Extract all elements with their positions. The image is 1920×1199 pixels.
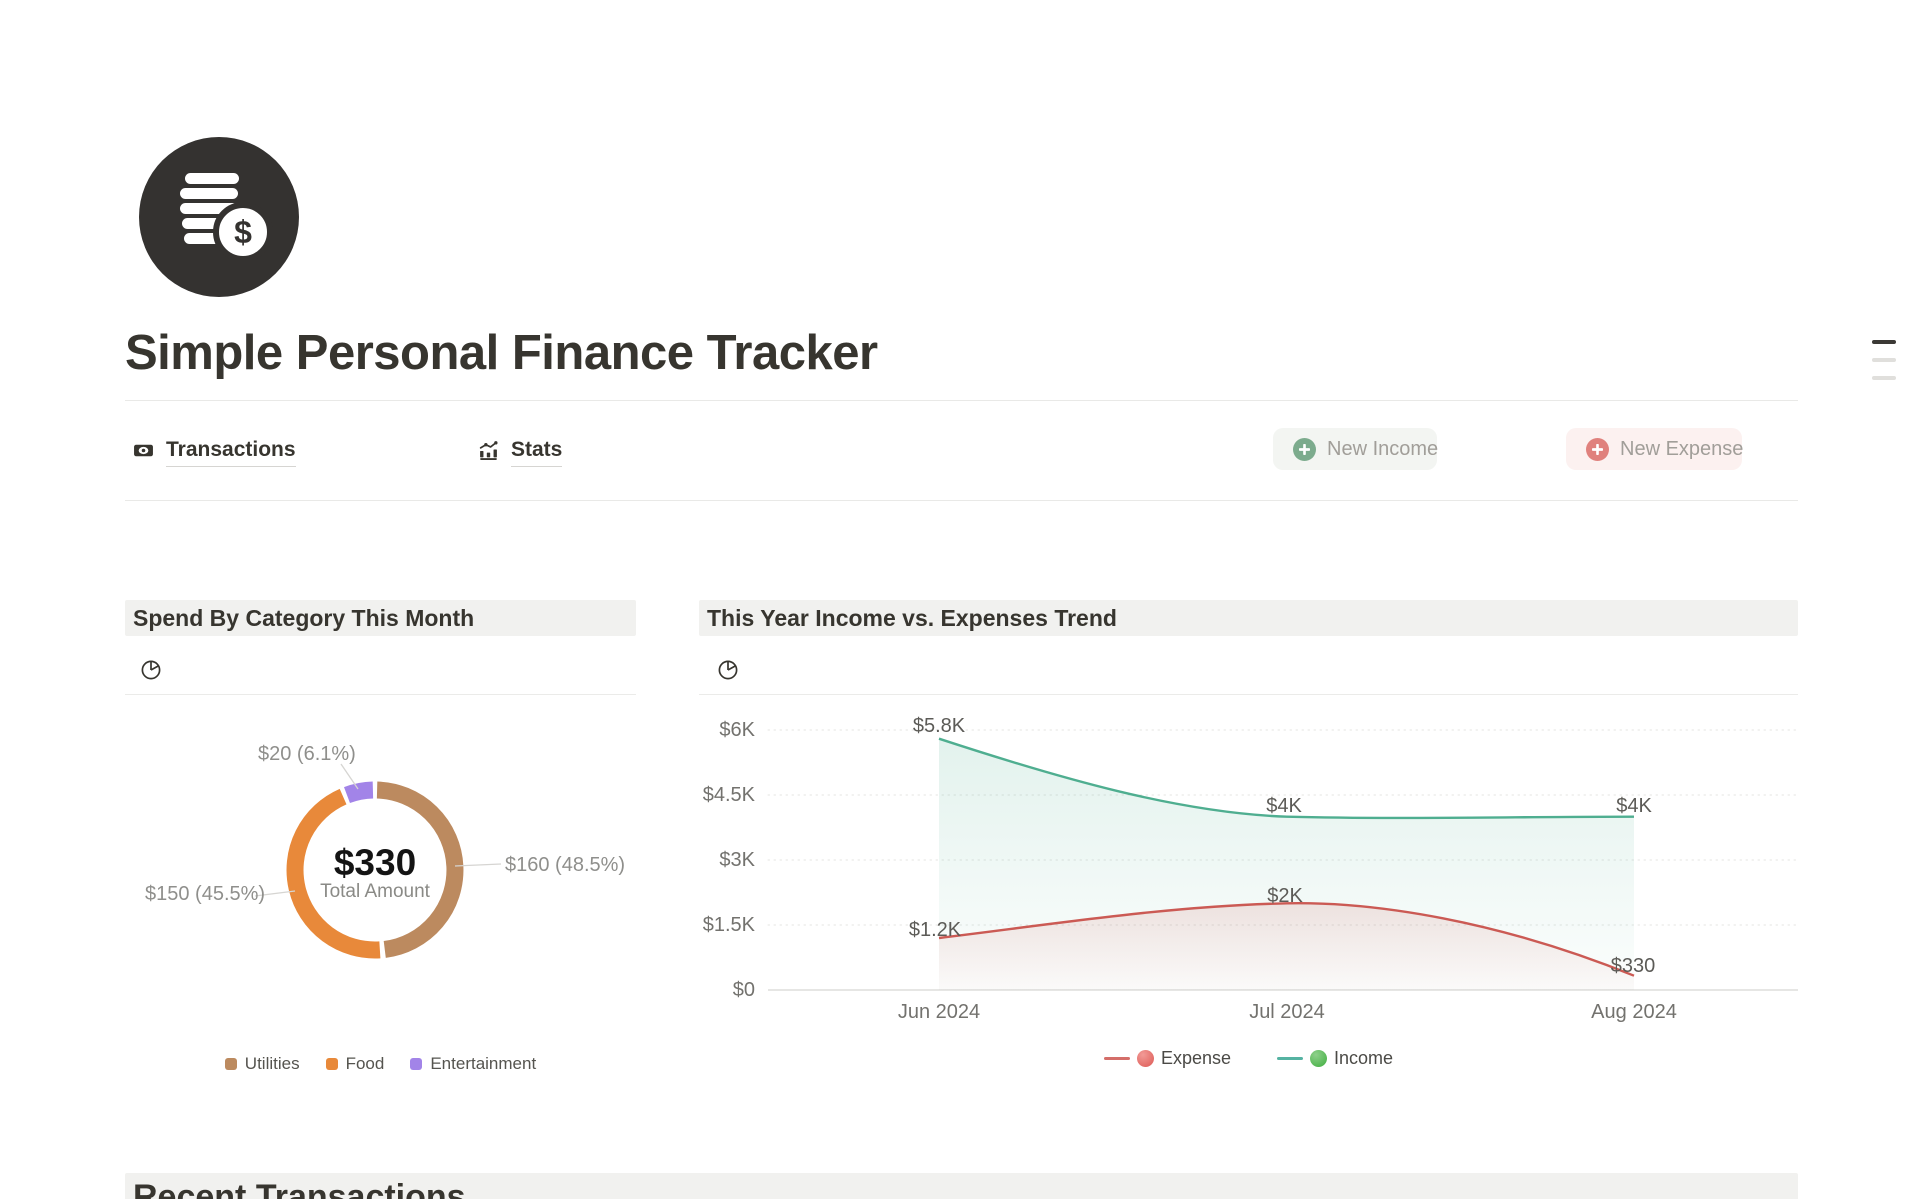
donut-callout-entertainment: $20 (6.1%) [258,743,356,765]
spend-section-header: Spend By Category This Month [125,600,636,636]
donut-callout-utilities: $160 (48.5%) [505,854,626,876]
legend-line [1103,1057,1130,1060]
page-title: Simple Personal Finance Tracker [125,326,878,380]
donut-total-caption: Total Amount [320,881,430,902]
svg-text:$: $ [234,214,252,250]
income-point-label: $5.8K [912,715,966,737]
legend-dot [1310,1050,1328,1067]
new-expense-button[interactable]: New Expense [1566,428,1744,470]
y-tick: $1.5K [702,914,755,936]
new-expense-label: New Expense [1620,437,1744,460]
bar-chart-icon [478,440,499,461]
legend-swatch [410,1058,423,1070]
plus-circle-icon [1293,437,1316,461]
spend-donut-chart: $330 Total Amount $20 (6.1%) $160 (48.5%… [125,700,636,1100]
legend-item-income[interactable]: Income [1277,1048,1393,1069]
trend-legend: Expense Income [699,1048,1798,1069]
donut-total-value: $330 [333,842,417,883]
income-point-label: $4K [1616,795,1652,817]
new-income-button[interactable]: New Income [1273,428,1439,470]
donut-segment-utilities[interactable] [376,781,464,958]
callout-leader-lines [254,763,502,897]
income-line[interactable] [938,737,1635,820]
expense-line[interactable] [938,901,1635,977]
legend-item-entertainment[interactable]: Entertainment [410,1054,536,1074]
coins-dollar-icon: $ [139,137,299,297]
legend-label: Expense [1160,1048,1232,1068]
expense-point-label: $330 [1610,955,1656,977]
new-income-label: New Income [1327,437,1439,460]
expense-point-label: $2K [1267,885,1303,907]
x-tick: Jul 2024 [1249,1001,1325,1023]
divider [125,500,1798,501]
plus-circle-icon [1586,437,1609,461]
y-tick: $3K [719,849,755,871]
outline-bar-active[interactable] [1872,340,1896,344]
divider [125,694,636,695]
legend-item-utilities[interactable]: Utilities [224,1054,300,1074]
outline-bar[interactable] [1872,358,1896,362]
donut-legend: Utilities Food Entertainment [125,1054,636,1074]
pie-chart-icon [140,659,162,681]
income-expense-trend-chart: $6K $4.5K $3K $1.5K $0 Jun 2024 Jul 2024… [699,700,1798,1100]
donut-callout-food: $150 (45.5%) [145,883,266,905]
banknote-icon [133,440,154,461]
tab-stats[interactable]: Stats [478,438,563,467]
tab-label: Transactions [166,438,296,467]
trend-section-header: This Year Income vs. Expenses Trend [699,600,1798,636]
donut-segment-entertainment[interactable] [344,781,374,804]
tab-label: Stats [511,438,563,467]
y-tick: $0 [732,979,755,1001]
legend-dot [1136,1050,1154,1067]
divider [125,400,1798,401]
pie-chart-icon [717,659,739,681]
income-point-label: $4K [1266,795,1302,817]
divider [699,694,1798,695]
x-tick: Jun 2024 [897,1001,981,1023]
app-logo: $ [139,137,299,297]
y-tick: $6K [719,719,755,741]
expense-point-label: $1.2K [908,919,962,941]
donut-segment-food[interactable] [286,788,381,959]
tab-transactions[interactable]: Transactions [133,438,296,467]
outline-bar[interactable] [1872,376,1896,380]
legend-label: Food [345,1054,385,1073]
legend-item-expense[interactable]: Expense [1103,1048,1232,1069]
legend-label: Entertainment [430,1054,537,1073]
legend-swatch [224,1058,237,1070]
y-tick: $4.5K [702,784,755,806]
legend-label: Utilities [244,1054,300,1073]
legend-swatch [325,1058,338,1070]
recent-transactions-title: Recent Transactions [133,1178,466,1199]
outline-indicator[interactable] [1872,340,1896,394]
legend-label: Income [1334,1048,1394,1068]
recent-transactions-section: Recent Transactions [125,1173,1798,1199]
legend-line [1277,1057,1304,1060]
expense-area [939,903,1634,990]
x-tick: Aug 2024 [1591,1001,1677,1023]
legend-item-food[interactable]: Food [325,1054,385,1074]
